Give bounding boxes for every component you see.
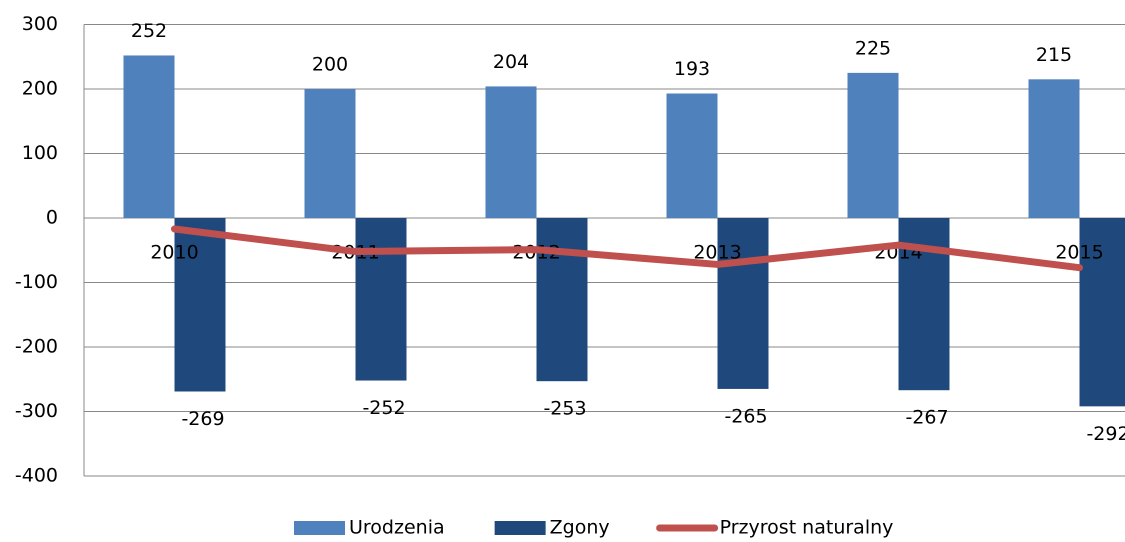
legend-swatch bbox=[494, 521, 546, 535]
data-label: 225 bbox=[855, 37, 891, 59]
y-tick-label: -400 bbox=[15, 465, 58, 487]
y-tick-label: 0 bbox=[46, 207, 58, 229]
bar bbox=[1028, 79, 1080, 218]
y-tick-label: -100 bbox=[15, 271, 58, 293]
y-tick-label: -200 bbox=[15, 336, 58, 358]
data-label: 252 bbox=[131, 20, 167, 42]
bar bbox=[847, 72, 899, 218]
bar bbox=[304, 89, 356, 218]
x-tick-label: 2013 bbox=[693, 242, 741, 264]
x-tick-label: 2010 bbox=[150, 242, 198, 264]
bar bbox=[485, 86, 537, 218]
bar bbox=[1079, 218, 1125, 407]
bar bbox=[174, 218, 226, 392]
data-label: -267 bbox=[905, 407, 948, 429]
data-label: 204 bbox=[493, 51, 529, 73]
data-label: -265 bbox=[724, 405, 767, 427]
data-label: -292 bbox=[1086, 423, 1125, 445]
legend-label: Przyrost naturalny bbox=[720, 517, 894, 539]
data-label: 193 bbox=[674, 58, 710, 80]
x-tick-label: 2015 bbox=[1055, 242, 1103, 264]
legend-label: Urodzenia bbox=[349, 517, 445, 539]
y-tick-label: -300 bbox=[15, 400, 58, 422]
bar bbox=[717, 218, 769, 389]
legend-swatch bbox=[294, 521, 345, 535]
bar bbox=[536, 218, 588, 382]
bar bbox=[123, 55, 175, 219]
data-label: 200 bbox=[312, 54, 348, 76]
legend-label: Zgony bbox=[550, 517, 610, 539]
line-series bbox=[171, 225, 1083, 272]
y-tick-label: 300 bbox=[22, 13, 58, 35]
data-label: 215 bbox=[1036, 44, 1072, 66]
bar bbox=[355, 218, 407, 381]
data-label: -269 bbox=[181, 408, 224, 430]
data-label: -253 bbox=[543, 398, 586, 420]
y-tick-label: 100 bbox=[22, 142, 58, 164]
data-label: -252 bbox=[362, 397, 405, 419]
y-tick-label: 200 bbox=[22, 78, 58, 100]
bar bbox=[666, 93, 718, 218]
